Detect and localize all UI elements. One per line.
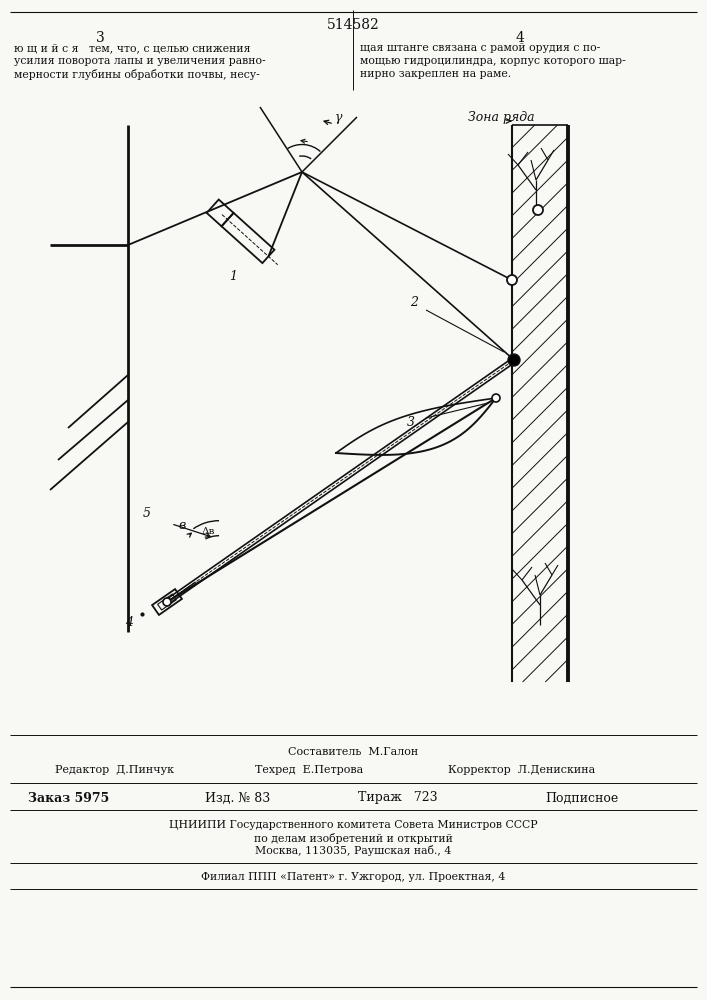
Text: по делам изобретений и открытий: по делам изобретений и открытий (254, 832, 452, 844)
Text: мерности глубины обработки почвы, несу-: мерности глубины обработки почвы, несу- (14, 69, 259, 80)
Text: Изд. № 83: Изд. № 83 (205, 792, 270, 804)
Text: 3: 3 (95, 31, 105, 45)
Text: 2: 2 (410, 296, 418, 308)
Text: Подписное: Подписное (545, 792, 618, 804)
Text: 514582: 514582 (327, 18, 380, 32)
Text: Корректор  Л.Денискина: Корректор Л.Денискина (448, 765, 595, 775)
Text: Δв: Δв (201, 527, 215, 536)
Circle shape (533, 205, 543, 215)
Text: нирно закреплен на раме.: нирно закреплен на раме. (360, 69, 511, 79)
Text: 4: 4 (515, 31, 525, 45)
Text: 4: 4 (125, 615, 133, 629)
Circle shape (492, 394, 500, 402)
Circle shape (508, 354, 520, 366)
Text: Филиал ППП «Патент» г. Ужгород, ул. Проектная, 4: Филиал ППП «Патент» г. Ужгород, ул. Прое… (201, 872, 505, 882)
Text: в: в (178, 519, 185, 532)
Text: Заказ 5975: Заказ 5975 (28, 792, 110, 804)
Text: Редактор  Д.Пинчук: Редактор Д.Пинчук (55, 765, 174, 775)
Text: Москва, 113035, Раушская наб., 4: Москва, 113035, Раушская наб., 4 (255, 846, 451, 856)
Text: Тираж   723: Тираж 723 (358, 792, 438, 804)
Text: щая штанге связана с рамой орудия с по-: щая штанге связана с рамой орудия с по- (360, 43, 600, 53)
Text: γ: γ (335, 110, 342, 123)
Text: ЦНИИПИ Государственного комитета Совета Министров СССР: ЦНИИПИ Государственного комитета Совета … (169, 820, 537, 830)
Text: 3: 3 (407, 416, 415, 430)
Text: Составитель  М.Галон: Составитель М.Галон (288, 747, 418, 757)
Text: усилия поворота лапы и увеличения равно-: усилия поворота лапы и увеличения равно- (14, 56, 266, 66)
Text: Зона ряда: Зона ряда (468, 111, 534, 124)
Text: ю щ и й с я   тем, что, с целью снижения: ю щ и й с я тем, что, с целью снижения (14, 43, 250, 53)
Circle shape (507, 275, 517, 285)
Text: 1: 1 (229, 269, 237, 282)
Text: Техред  Е.Петрова: Техред Е.Петрова (255, 765, 363, 775)
Text: 5: 5 (143, 507, 151, 520)
Text: мощью гидроцилиндра, корпус которого шар-: мощью гидроцилиндра, корпус которого шар… (360, 56, 626, 66)
Circle shape (163, 598, 171, 606)
